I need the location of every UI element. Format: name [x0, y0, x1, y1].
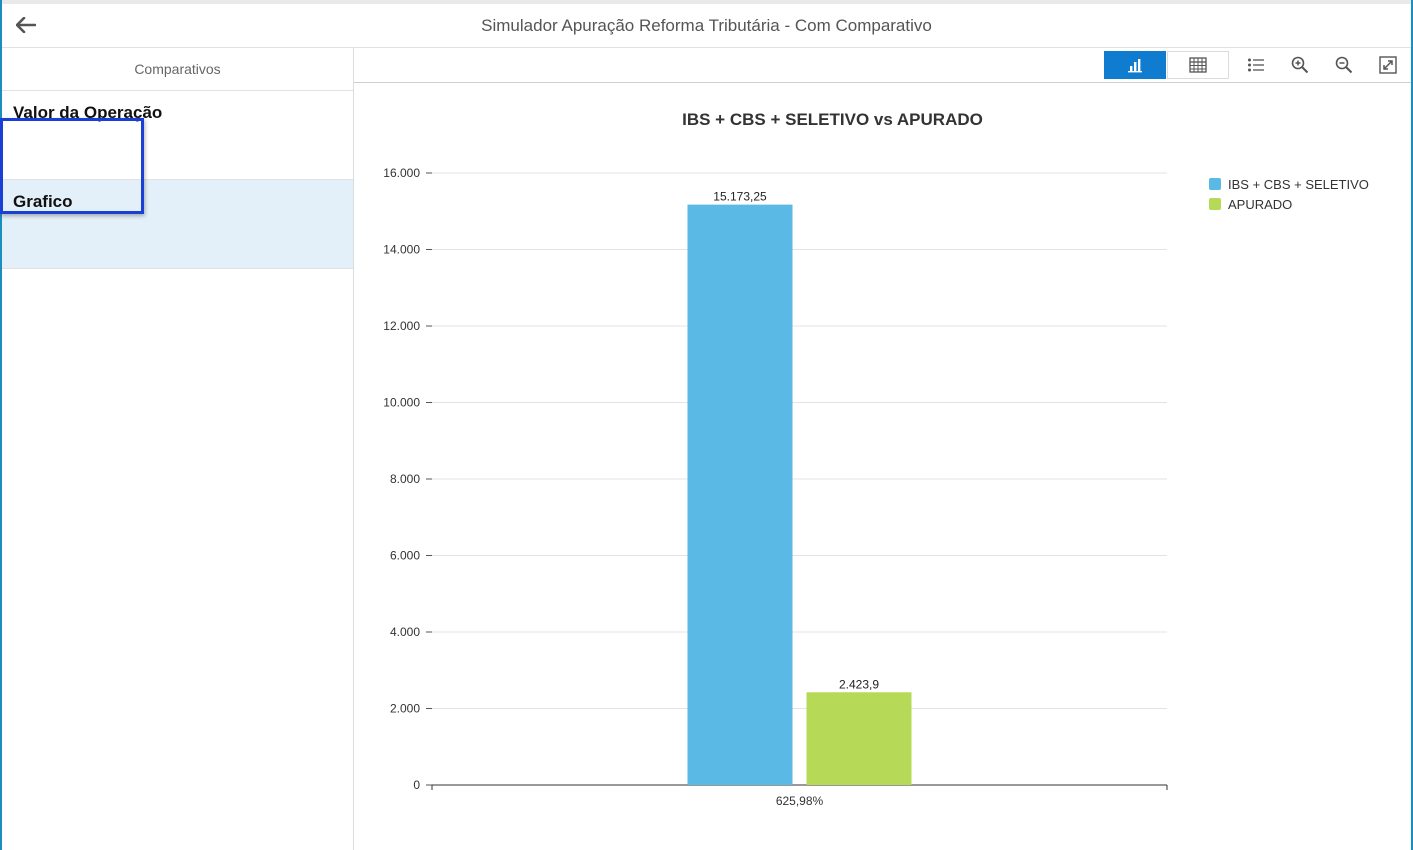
legend-swatch: [1209, 198, 1221, 210]
chart-view-button[interactable]: [1104, 51, 1166, 79]
sidebar-item-label: Grafico: [13, 192, 73, 211]
bar-apurado: [806, 692, 912, 785]
back-button[interactable]: [14, 14, 38, 36]
legend-label: IBS + CBS + SELETIVO: [1228, 177, 1369, 192]
y-tick-label: 16.000: [383, 166, 420, 180]
app-header: Simulador Apuração Reforma Tributária - …: [2, 4, 1411, 48]
chart-icon: [1128, 59, 1142, 73]
sidebar-item-grafico[interactable]: Grafico: [2, 180, 353, 269]
bar-value-label: 2.423,9: [839, 677, 879, 691]
chart-panel: IBS + CBS + SELETIVO vs APURADO 0 2.000 4.0…: [354, 83, 1411, 850]
chart-title: IBS + CBS + SELETIVO vs APURADO: [682, 110, 983, 129]
y-tick-label: 8.000: [390, 472, 420, 486]
bar-chart: IBS + CBS + SELETIVO vs APURADO 0 2.000 4.0…: [383, 110, 1369, 808]
y-tick-label: 12.000: [383, 319, 420, 333]
legend-list-icon: [1248, 58, 1264, 72]
sidebar-item-label: Valor da Operação: [13, 103, 163, 122]
window-left-border: [0, 0, 2, 850]
x-tick-label: 625,98%: [776, 794, 824, 808]
zoom-in-icon: [1291, 56, 1309, 74]
bar-value-label: 15.173,25: [713, 190, 767, 204]
expand-icon: [1379, 56, 1397, 74]
y-tick-label: 0: [413, 778, 420, 792]
window-top-border: [0, 0, 1413, 4]
legend-toggle-button[interactable]: [1236, 51, 1276, 79]
y-tick-label: 6.000: [390, 549, 420, 563]
page-title: Simulador Apuração Reforma Tributária - …: [481, 16, 932, 35]
y-tick-label: 10.000: [383, 396, 420, 410]
table-icon: [1189, 57, 1207, 73]
legend-label: APURADO: [1228, 197, 1292, 212]
bar-ibs-cbs-seletivo: [687, 204, 793, 786]
expand-button[interactable]: [1368, 51, 1408, 79]
chart-toolbar: [354, 48, 1411, 83]
window-right-border: [1411, 0, 1413, 850]
sidebar-item-valor-operacao[interactable]: Valor da Operação: [2, 91, 353, 180]
sidebar: Comparativos Valor da Operação Grafico: [2, 48, 354, 850]
zoom-out-button[interactable]: [1324, 51, 1364, 79]
zoom-out-icon: [1335, 56, 1353, 74]
table-view-button[interactable]: [1167, 51, 1229, 79]
y-tick-label: 14.000: [383, 243, 420, 257]
arrow-left-icon: [16, 17, 36, 33]
legend-swatch: [1209, 178, 1221, 190]
zoom-in-button[interactable]: [1280, 51, 1320, 79]
y-tick-label: 2.000: [390, 702, 420, 716]
sidebar-title: Comparativos: [2, 48, 353, 91]
y-tick-label: 4.000: [390, 625, 420, 639]
